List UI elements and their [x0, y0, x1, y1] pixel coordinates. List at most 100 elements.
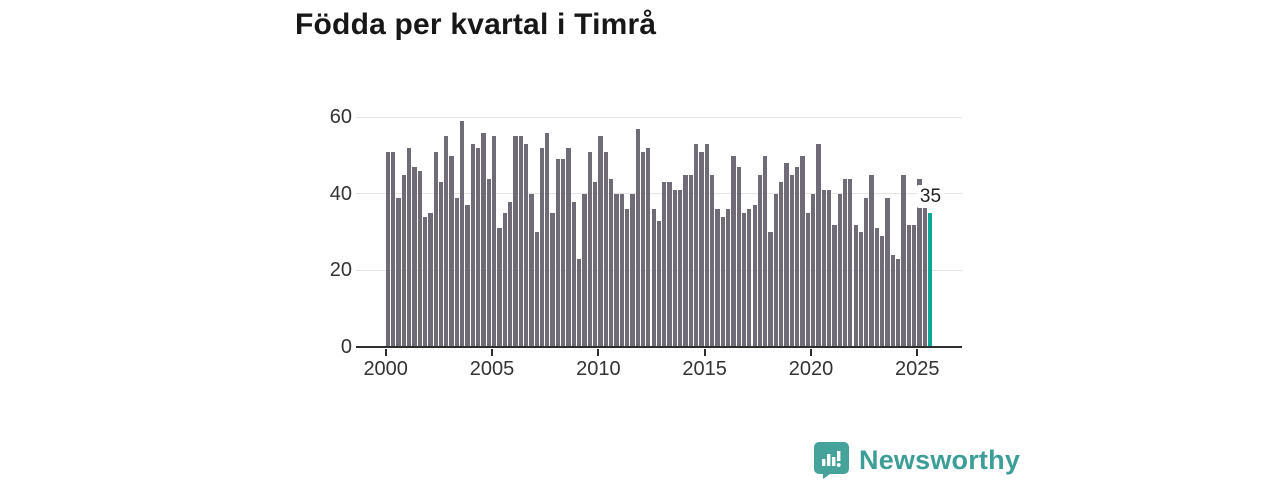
- bar: [741, 213, 747, 347]
- bar: [709, 174, 715, 347]
- newsworthy-logo-icon: [813, 441, 850, 479]
- bar: [513, 136, 518, 347]
- x-axis-line: [356, 346, 962, 349]
- bar: [476, 147, 481, 347]
- bar: [667, 182, 672, 347]
- bar: [630, 193, 635, 347]
- bar: [678, 190, 683, 347]
- bar: [619, 193, 624, 347]
- bar: [694, 144, 699, 347]
- bar: [906, 224, 911, 347]
- bar: [688, 174, 693, 347]
- bar: [603, 151, 608, 347]
- bar: [773, 193, 779, 347]
- bar: [848, 178, 853, 347]
- bar: [789, 174, 794, 347]
- bar: [550, 213, 555, 347]
- bar: [428, 213, 433, 347]
- bar: [720, 216, 725, 347]
- bar: [438, 182, 444, 347]
- x-axis-tick: [597, 348, 600, 356]
- bar: [577, 258, 582, 347]
- bar: [896, 258, 901, 347]
- bar: [779, 182, 784, 347]
- x-axis-tick: [703, 348, 706, 356]
- bar: [805, 213, 810, 347]
- bar: [917, 178, 922, 347]
- bar: [842, 178, 848, 347]
- x-axis-tick: [916, 348, 919, 356]
- x-axis-tick: [809, 348, 812, 356]
- bar: [715, 209, 720, 347]
- bar: [768, 232, 773, 347]
- bar: [481, 132, 486, 347]
- bar: [529, 193, 534, 347]
- bar: [449, 155, 454, 347]
- bar: [662, 182, 667, 347]
- bar: [624, 209, 630, 347]
- bar: [816, 144, 821, 347]
- last-value-label: 35: [916, 185, 945, 209]
- bar: [810, 193, 816, 347]
- bar: [502, 213, 507, 347]
- bar: [608, 178, 614, 347]
- bar: [566, 147, 571, 347]
- bar: [837, 193, 842, 347]
- bar: [470, 144, 476, 347]
- bar: [736, 167, 741, 347]
- bar: [539, 147, 545, 347]
- bar: [821, 190, 826, 347]
- bar: [864, 197, 869, 347]
- bar: [422, 216, 428, 347]
- bar: [391, 151, 396, 347]
- bar: [396, 197, 401, 347]
- bar: [800, 155, 805, 347]
- page-title: Födda per kvartal i Timrå: [295, 8, 657, 41]
- x-axis-tick-label: 2010: [576, 358, 621, 380]
- bar: [614, 193, 619, 347]
- x-axis-tick-label: 2000: [363, 358, 408, 380]
- bar: [880, 235, 885, 347]
- y-axis-tick-label: 60: [329, 106, 352, 129]
- bar: [523, 144, 529, 347]
- bar: [885, 197, 890, 347]
- bar: [683, 174, 688, 347]
- brand-name: Newsworthy: [859, 444, 1021, 475]
- footer-brand: Newsworthy: [813, 441, 1020, 479]
- bar-chart: 0 20 40 60 2000 2005 2010 2015 2020 2025 35: [329, 106, 962, 380]
- bar: [672, 190, 678, 347]
- bar: [757, 174, 763, 347]
- x-axis-tick: [384, 348, 387, 356]
- bar: [454, 197, 460, 347]
- bar: [582, 193, 587, 347]
- bar: [784, 163, 789, 347]
- bar: [412, 167, 417, 347]
- bar: [444, 136, 449, 347]
- bar: [598, 136, 603, 347]
- bar: [561, 159, 566, 347]
- bar: [901, 174, 906, 347]
- bar: [465, 205, 470, 347]
- bar: [497, 228, 502, 347]
- bar: [699, 151, 704, 347]
- y-axis-tick-label: 0: [340, 336, 352, 358]
- bar: [704, 144, 709, 347]
- gridline-y60: [356, 116, 962, 118]
- x-axis-tick-label: 2025: [895, 358, 940, 380]
- bar: [651, 209, 656, 347]
- bar: [858, 232, 864, 347]
- bar: [656, 220, 662, 347]
- bar: [460, 121, 465, 347]
- bar: [747, 209, 752, 347]
- bar: [731, 155, 736, 347]
- bar: [832, 224, 837, 347]
- bar: [518, 136, 523, 347]
- bar: [725, 209, 731, 347]
- bar: [752, 205, 757, 347]
- bar: [874, 228, 880, 347]
- x-axis-tick: [491, 348, 494, 356]
- bar: [401, 174, 406, 347]
- bar: [433, 151, 438, 347]
- x-axis-tick-label: 2020: [788, 358, 834, 380]
- bar: [417, 170, 422, 347]
